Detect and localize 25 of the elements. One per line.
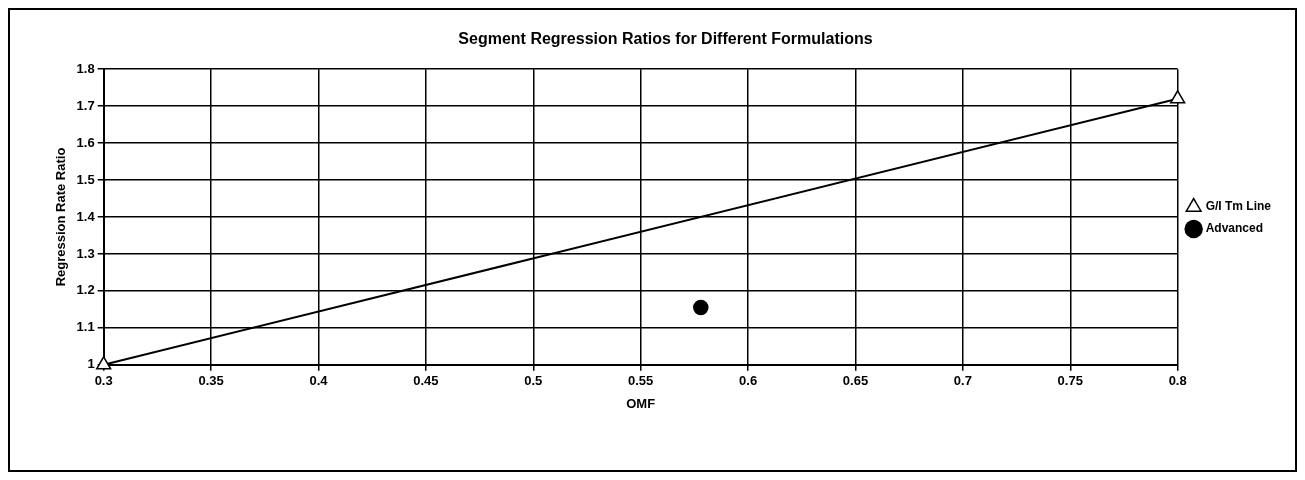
- x-tick-label: 0.3: [94, 373, 113, 389]
- y-tick-label: 1.8: [76, 60, 95, 76]
- x-axis-title: OMF: [626, 395, 656, 411]
- x-tick-label: 0.8: [1168, 373, 1187, 389]
- y-tick-label: 1.3: [76, 245, 95, 261]
- y-tick-label: 1.5: [76, 171, 95, 187]
- y-axis-title: Regression Rate Ratio: [53, 147, 69, 287]
- y-tick-label: 1.4: [76, 208, 96, 224]
- chart-title: Segment Regression Ratios for Different Formulations: [458, 30, 873, 48]
- x-tick-label: 0.65: [842, 373, 869, 389]
- x-tick-label: 0.5: [524, 373, 543, 389]
- x-tick-label: 0.75: [1057, 373, 1083, 389]
- x-tick-label: 0.7: [953, 373, 972, 389]
- x-tick-label: 0.45: [413, 373, 439, 389]
- y-tick-label: 1.6: [76, 134, 95, 150]
- x-tick-label: 0.35: [198, 373, 224, 389]
- x-tick-label: 0.6: [739, 373, 758, 389]
- y-tick-label: 1.2: [76, 282, 95, 298]
- y-tick-label: 1.1: [76, 319, 95, 335]
- x-tick-label: 0.4: [309, 373, 329, 389]
- legend-label: Advanced: [1205, 221, 1264, 236]
- legend-label: G/I Tm Line: [1205, 199, 1272, 214]
- y-tick-label: 1.7: [76, 97, 95, 113]
- x-tick-label: 0.55: [628, 373, 654, 389]
- y-tick-label: 1: [87, 356, 95, 372]
